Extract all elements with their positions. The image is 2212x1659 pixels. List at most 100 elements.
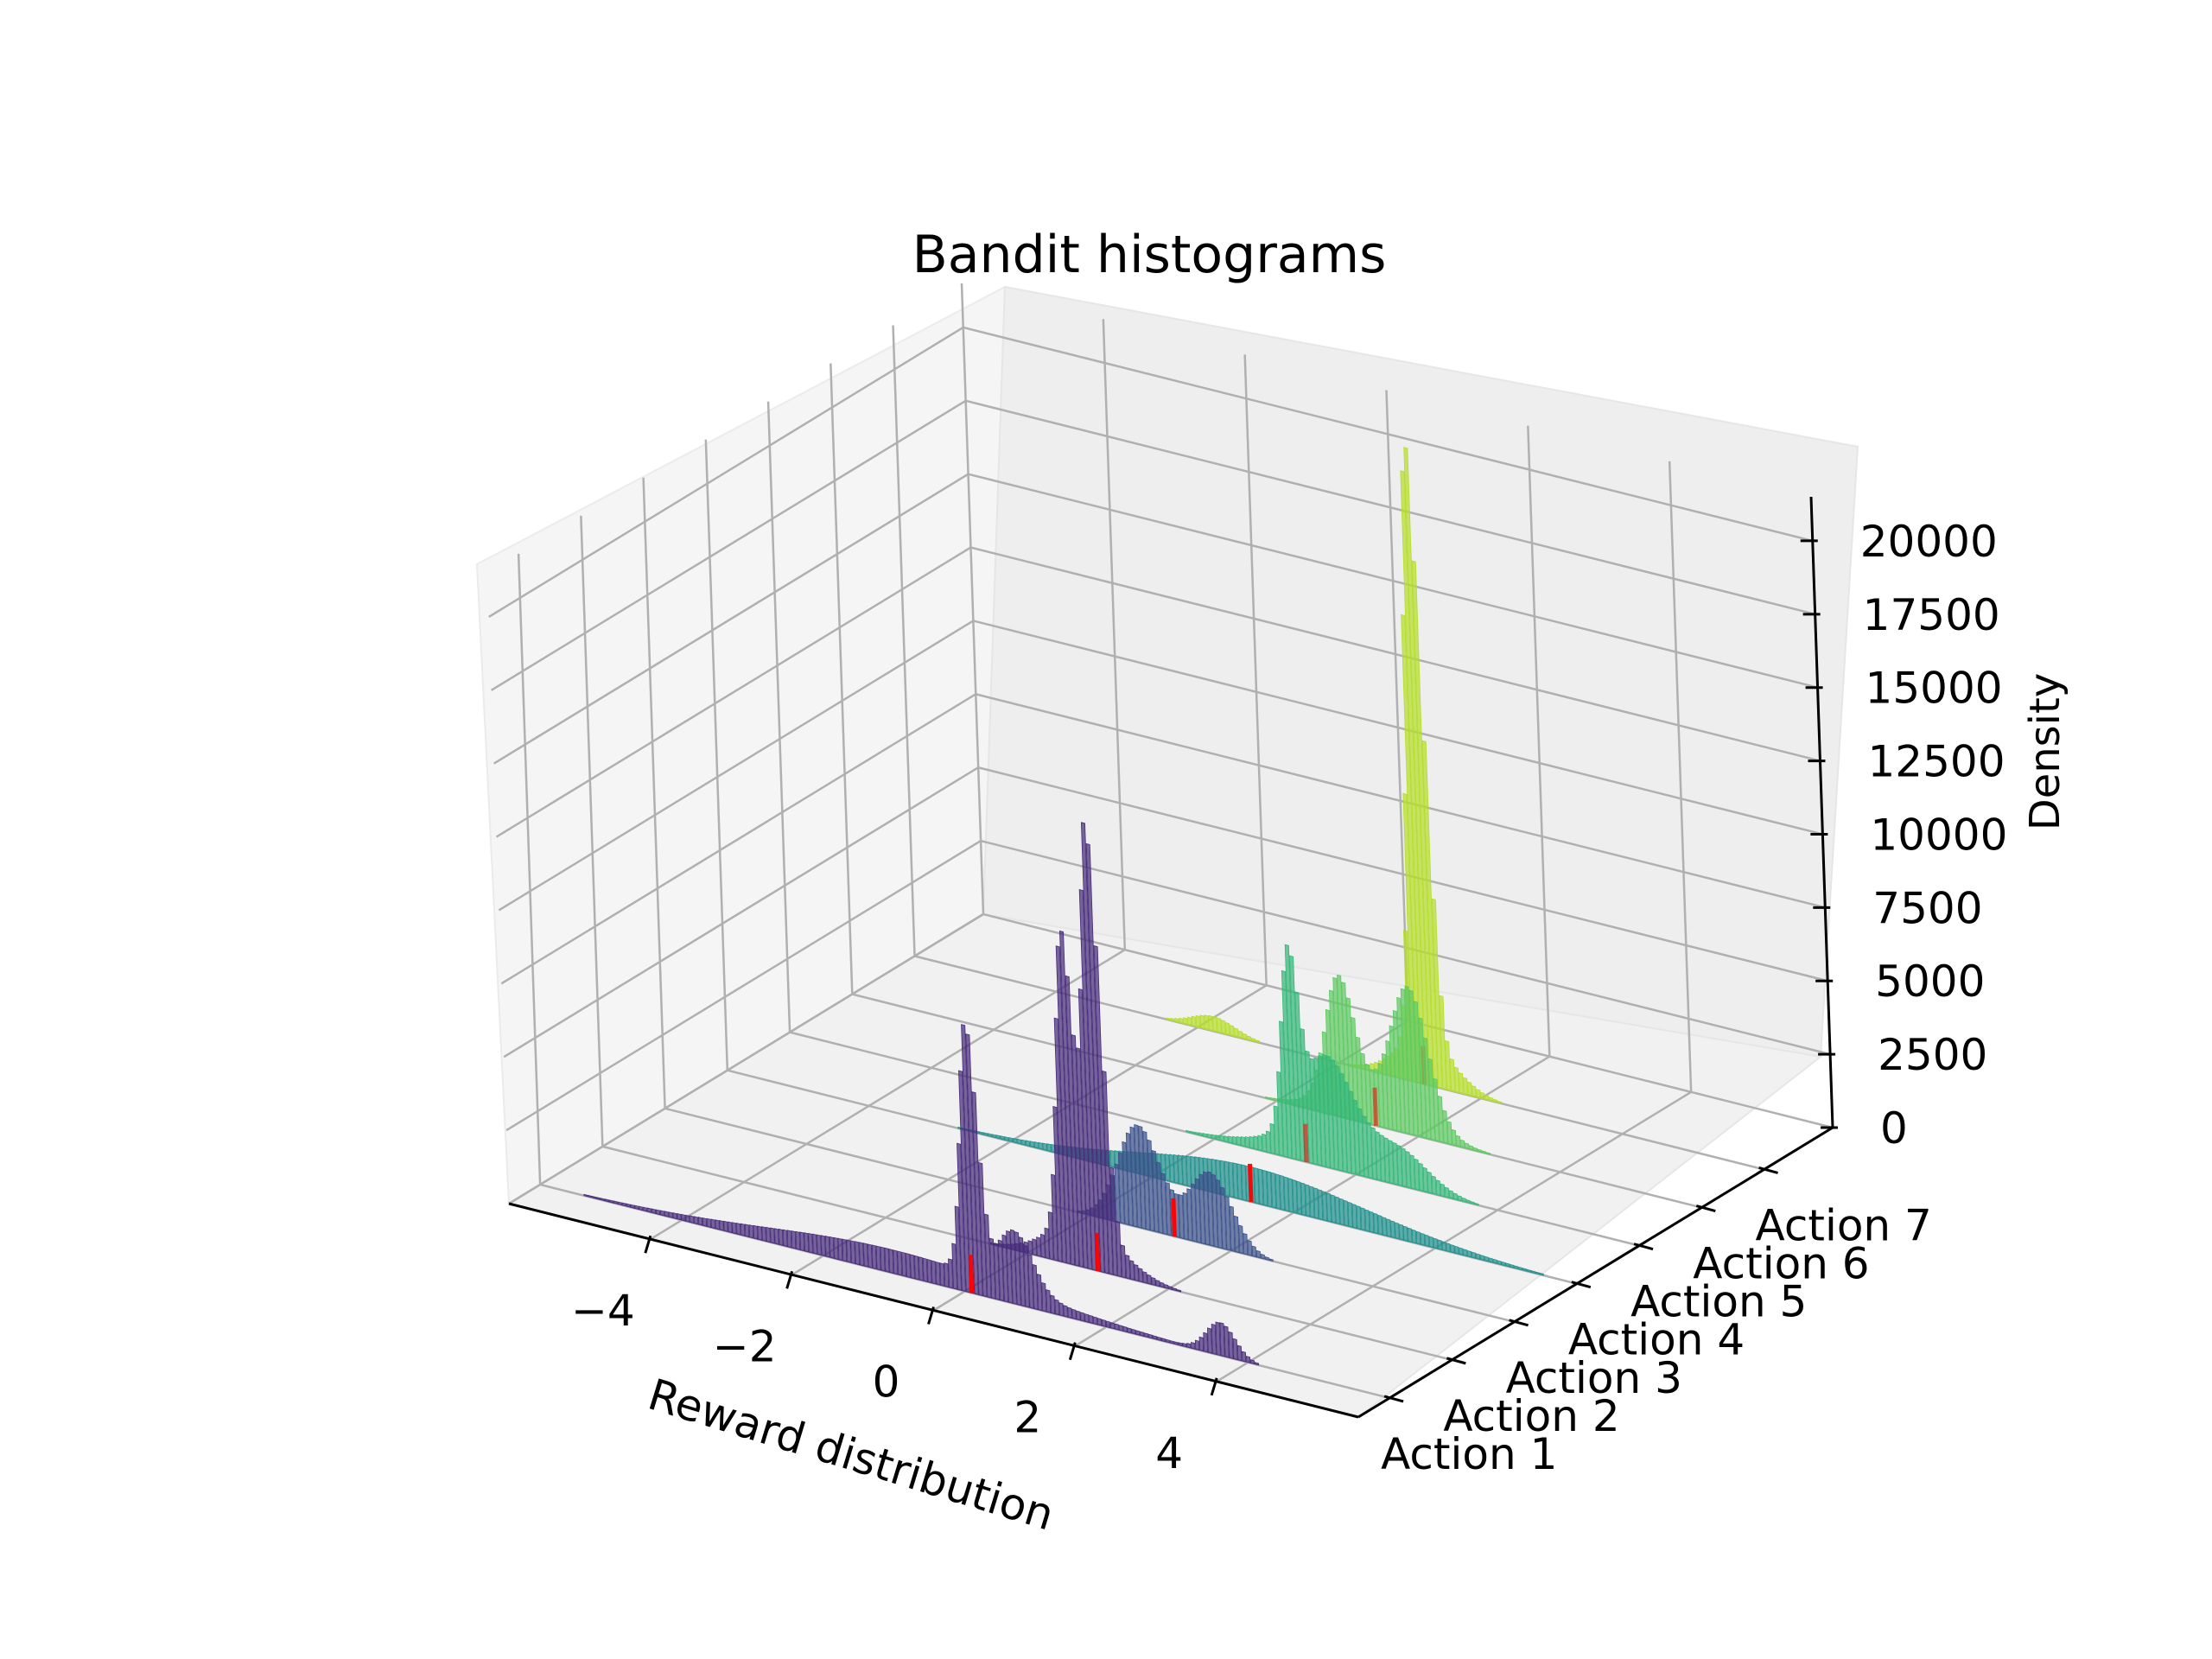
- histogram-bar: [1322, 1191, 1328, 1222]
- histogram-bar: [812, 1233, 817, 1255]
- histogram-bar: [1140, 1331, 1145, 1338]
- histogram-bar: [1217, 1017, 1222, 1034]
- histogram-bar: [1414, 1158, 1420, 1192]
- histogram-bar: [1477, 1148, 1483, 1154]
- histogram-bar: [1173, 1341, 1179, 1345]
- side-grid-line: [491, 399, 967, 691]
- histogram-bar: [677, 1212, 682, 1221]
- histogram-bar: [1452, 1192, 1459, 1201]
- histogram-bar: [1178, 1342, 1183, 1347]
- histogram-bar: [1006, 1230, 1014, 1304]
- histogram-bar: [596, 1197, 601, 1200]
- histogram-bar: [944, 1262, 950, 1288]
- histogram-bar: [697, 1217, 703, 1226]
- histogram-bar: [1386, 1218, 1391, 1238]
- histogram-bar: [1266, 1171, 1273, 1208]
- side-grid-line: [505, 840, 982, 1132]
- y-tick-label: Action 5: [1630, 1277, 1807, 1327]
- histogram-bar: [588, 1194, 593, 1198]
- histogram-bar: [1183, 1017, 1188, 1026]
- histogram-bar: [1375, 1131, 1382, 1182]
- histogram-bar: [1211, 1134, 1216, 1140]
- histogram-bar: [965, 1033, 979, 1295]
- histogram-bar: [1053, 1017, 1067, 1264]
- histogram-bar: [1318, 1189, 1324, 1221]
- histogram-bar: [1221, 1020, 1226, 1035]
- histogram-bar: [1127, 1327, 1132, 1334]
- histogram-bar: [753, 1224, 759, 1240]
- histogram-bar: [1032, 1264, 1039, 1311]
- histogram-bar: [829, 1236, 835, 1259]
- histogram-bar: [1134, 1123, 1142, 1229]
- histogram-bar: [1395, 1222, 1400, 1240]
- histogram-bar: [1166, 1017, 1171, 1021]
- histogram-bar: [1264, 1255, 1269, 1261]
- histogram-bar: [1236, 1163, 1243, 1200]
- histogram-bar: [1539, 1272, 1544, 1276]
- histogram-bar: [991, 1134, 996, 1139]
- histogram-bar: [1211, 1323, 1217, 1356]
- histogram-bar: [837, 1237, 843, 1262]
- x-tick: [785, 1270, 794, 1289]
- histogram-bar: [1385, 1039, 1393, 1131]
- histogram-bar: [1401, 1147, 1408, 1188]
- histogram-bar: [1085, 842, 1105, 1274]
- histogram-bar: [1360, 1207, 1366, 1231]
- histogram-bar: [1019, 1236, 1026, 1307]
- histogram-bar: [971, 1091, 983, 1297]
- histogram-bar: [1501, 1261, 1506, 1267]
- histogram-bar: [833, 1236, 839, 1261]
- histogram-bar: [723, 1220, 728, 1233]
- histogram-bar: [1493, 1098, 1498, 1103]
- histogram-bar: [1427, 1171, 1433, 1194]
- histogram-bar: [1134, 1264, 1139, 1282]
- histogram-bar: [1381, 1052, 1389, 1129]
- y-tick-label: Action 2: [1443, 1391, 1619, 1441]
- histogram-bar: [1270, 1172, 1277, 1209]
- histogram-bar: [1148, 1333, 1154, 1339]
- histogram-bar: [897, 1250, 903, 1276]
- histogram-bar: [1114, 1323, 1119, 1331]
- z-tick-label: 7500: [1872, 883, 1982, 933]
- histogram-bar: [804, 1232, 810, 1253]
- histogram-bar: [931, 1260, 937, 1285]
- histogram-bar: [1474, 1202, 1479, 1206]
- histogram-bar: [918, 1256, 924, 1281]
- histogram-bar: [1457, 1195, 1462, 1202]
- histogram-bar: [1383, 1137, 1390, 1184]
- histogram-bar: [1174, 1017, 1179, 1023]
- histogram-bar: [1405, 1151, 1411, 1189]
- histogram-bar: [1283, 1176, 1289, 1212]
- histogram-bar: [1063, 1305, 1068, 1318]
- histogram-bar: [1212, 1015, 1217, 1033]
- histogram-bar: [1025, 1140, 1031, 1147]
- histogram-bar: [1276, 1071, 1284, 1157]
- histogram-bar: [871, 1244, 877, 1270]
- histogram-bar: [1138, 1125, 1147, 1230]
- histogram-bar: [1169, 1154, 1175, 1184]
- histogram-bar: [948, 1258, 954, 1289]
- histogram-bar: [1433, 1237, 1438, 1249]
- histogram-bar: [1243, 1233, 1249, 1255]
- histogram-bar: [1382, 1217, 1387, 1236]
- axis-lines: [508, 496, 1838, 1419]
- histogram-bar: [1351, 1203, 1357, 1230]
- histogram-bar: [1169, 1339, 1174, 1344]
- histogram-bar: [1431, 898, 1443, 1090]
- histogram-bar: [1420, 1232, 1426, 1247]
- histogram-bar: [1232, 1162, 1238, 1199]
- histogram-bar: [728, 1221, 733, 1234]
- histogram-bar: [778, 1228, 784, 1247]
- histogram-bar: [1456, 1135, 1461, 1147]
- histogram-bar: [1241, 1164, 1247, 1202]
- histogram-bar: [913, 1255, 919, 1281]
- back-grid-line: [968, 473, 1818, 689]
- histogram-bar: [1377, 1214, 1383, 1236]
- histogram-bar: [893, 1249, 899, 1275]
- histogram-bar: [1228, 1135, 1233, 1144]
- histogram-bar: [901, 1251, 907, 1277]
- histogram-bar: [1077, 988, 1092, 1270]
- histogram-bar: [1407, 1227, 1413, 1243]
- histogram-bar: [1191, 1015, 1197, 1027]
